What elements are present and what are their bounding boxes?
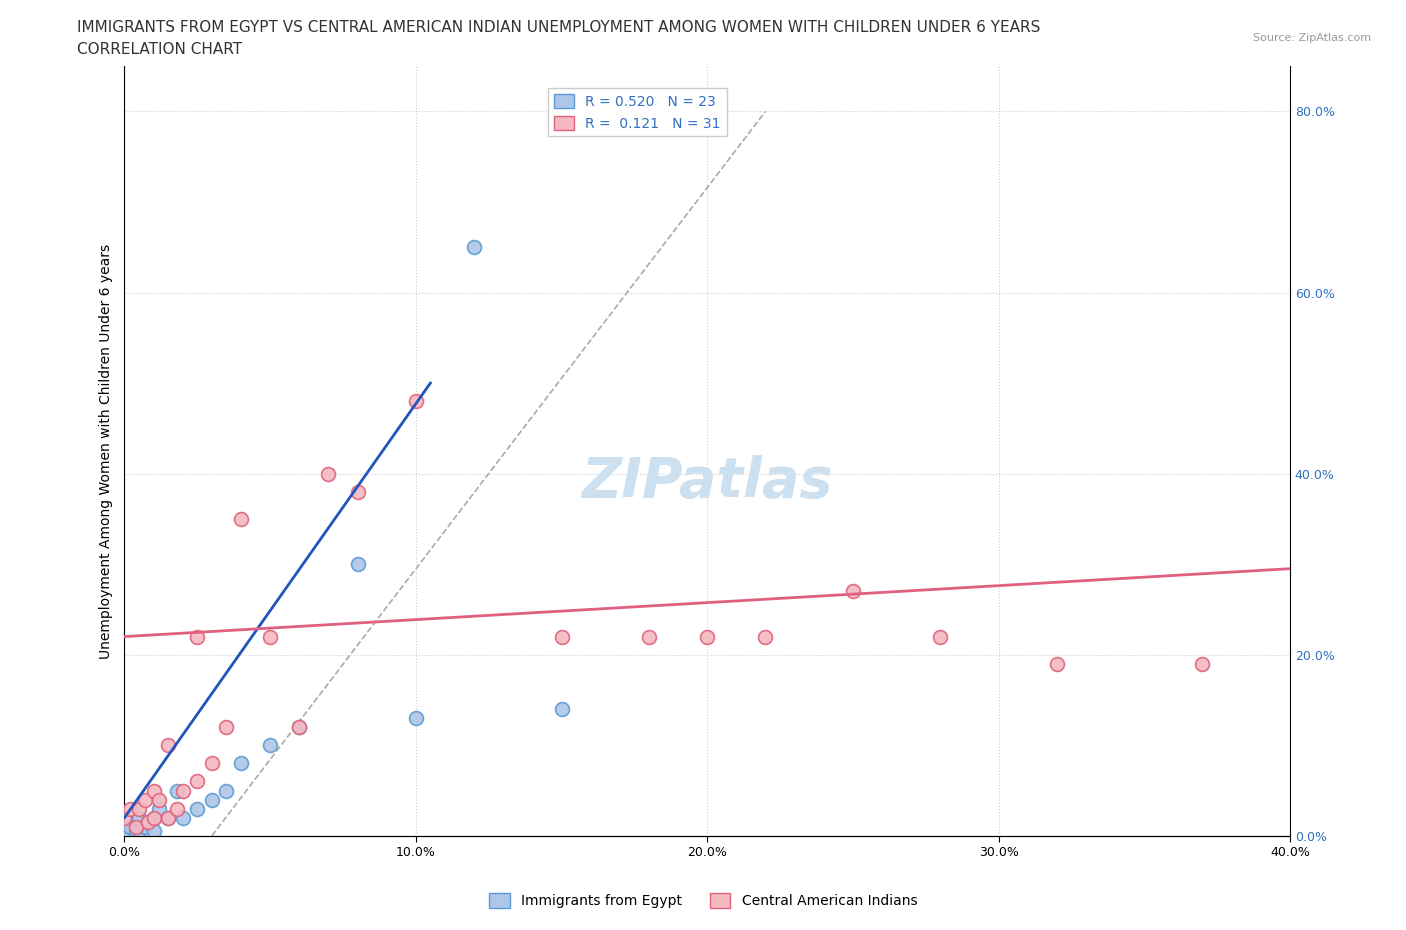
Point bbox=[229, 512, 252, 526]
Point bbox=[166, 801, 188, 816]
Point bbox=[136, 815, 159, 830]
Legend: Immigrants from Egypt, Central American Indians: Immigrants from Egypt, Central American … bbox=[484, 888, 922, 914]
Point bbox=[157, 810, 180, 825]
Point bbox=[134, 819, 156, 834]
Point bbox=[148, 792, 170, 807]
Point bbox=[288, 720, 311, 735]
Point bbox=[405, 393, 427, 408]
Point bbox=[346, 557, 368, 572]
Point bbox=[259, 629, 281, 644]
Point bbox=[128, 801, 150, 816]
Point bbox=[186, 629, 208, 644]
Point bbox=[128, 810, 150, 825]
Point bbox=[550, 701, 572, 716]
Point bbox=[142, 810, 165, 825]
Point bbox=[114, 810, 136, 825]
Point bbox=[125, 819, 148, 834]
Text: ZIPatlas: ZIPatlas bbox=[582, 455, 832, 509]
Point bbox=[166, 783, 188, 798]
Point bbox=[346, 485, 368, 499]
Point bbox=[136, 815, 159, 830]
Point bbox=[1191, 657, 1213, 671]
Point bbox=[696, 629, 718, 644]
Point bbox=[201, 792, 224, 807]
Point bbox=[172, 810, 194, 825]
Y-axis label: Unemployment Among Women with Children Under 6 years: Unemployment Among Women with Children U… bbox=[100, 244, 114, 658]
Point bbox=[1046, 657, 1069, 671]
Point bbox=[134, 792, 156, 807]
Point bbox=[157, 810, 180, 825]
Text: Source: ZipAtlas.com: Source: ZipAtlas.com bbox=[1253, 33, 1371, 43]
Point bbox=[114, 824, 136, 839]
Point bbox=[120, 801, 142, 816]
Point bbox=[186, 801, 208, 816]
Point bbox=[148, 801, 170, 816]
Point bbox=[128, 824, 150, 839]
Point bbox=[842, 584, 865, 599]
Point bbox=[201, 756, 224, 771]
Point bbox=[142, 783, 165, 798]
Point bbox=[215, 783, 238, 798]
Point bbox=[754, 629, 776, 644]
Point bbox=[405, 711, 427, 725]
Point bbox=[929, 629, 952, 644]
Text: IMMIGRANTS FROM EGYPT VS CENTRAL AMERICAN INDIAN UNEMPLOYMENT AMONG WOMEN WITH C: IMMIGRANTS FROM EGYPT VS CENTRAL AMERICA… bbox=[77, 20, 1040, 35]
Point bbox=[186, 774, 208, 789]
Legend: R = 0.520   N = 23, R =  0.121   N = 31: R = 0.520 N = 23, R = 0.121 N = 31 bbox=[548, 88, 727, 136]
Point bbox=[142, 824, 165, 839]
Point bbox=[157, 737, 180, 752]
Point bbox=[215, 720, 238, 735]
Point bbox=[125, 824, 148, 839]
Point bbox=[120, 819, 142, 834]
Point bbox=[463, 240, 485, 255]
Point bbox=[142, 810, 165, 825]
Point bbox=[550, 629, 572, 644]
Point bbox=[259, 737, 281, 752]
Point bbox=[288, 720, 311, 735]
Point bbox=[638, 629, 661, 644]
Point bbox=[229, 756, 252, 771]
Text: CORRELATION CHART: CORRELATION CHART bbox=[77, 42, 242, 57]
Point bbox=[172, 783, 194, 798]
Point bbox=[318, 466, 340, 481]
